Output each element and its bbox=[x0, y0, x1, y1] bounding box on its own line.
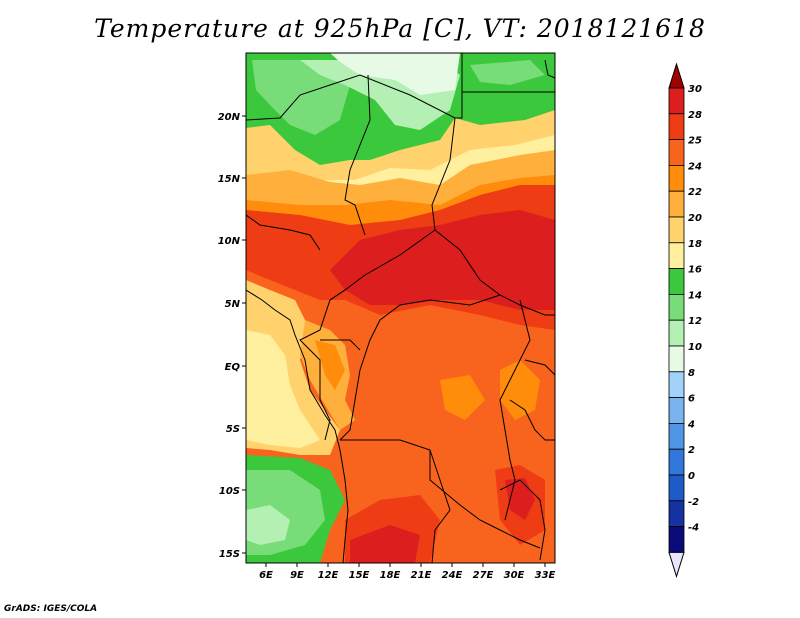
colorbar-swatch bbox=[668, 319, 685, 347]
country-borders bbox=[246, 53, 555, 563]
colorbar-swatch bbox=[668, 268, 685, 295]
lon-tick-6e: 6E bbox=[259, 570, 273, 581]
lat-tick-15s: 15S bbox=[219, 549, 240, 560]
lon-tick-30e: 30E bbox=[504, 570, 525, 581]
lat-tick-10s: 10S bbox=[219, 486, 240, 497]
colorbar-swatch bbox=[668, 371, 685, 398]
lon-tick-21e: 21E bbox=[411, 570, 432, 581]
tick-marks bbox=[242, 115, 546, 567]
colorbar-swatch bbox=[668, 526, 685, 553]
lat-tick-20n: 20N bbox=[218, 112, 241, 123]
lon-tick-9e: 9E bbox=[290, 570, 304, 581]
colorbar-label: 20 bbox=[688, 213, 702, 224]
colorbar-swatch bbox=[668, 216, 685, 244]
colorbar-swatch bbox=[668, 113, 685, 141]
colorbar-label: 14 bbox=[688, 290, 702, 301]
lat-tick-5n: 5N bbox=[225, 299, 241, 310]
colorbar-label: -2 bbox=[688, 497, 699, 508]
lon-tick-15e: 15E bbox=[349, 570, 370, 581]
colorbar-swatch bbox=[668, 190, 685, 218]
colorbar-swatch bbox=[668, 500, 685, 527]
colorbar-swatch bbox=[668, 448, 685, 476]
colorbar-swatch bbox=[668, 293, 685, 321]
temperature-field bbox=[246, 53, 555, 563]
colorbar-swatch bbox=[668, 474, 685, 502]
colorbar-label: 12 bbox=[688, 316, 702, 327]
lon-tick-12e: 12E bbox=[318, 570, 339, 581]
colorbar-label: -4 bbox=[688, 523, 699, 534]
colorbar-label: 2 bbox=[688, 445, 695, 456]
colorbar-bottom-arrow bbox=[668, 551, 685, 579]
colorbar-swatch bbox=[668, 345, 685, 373]
colorbar-label: 30 bbox=[688, 84, 702, 95]
lon-tick-33e: 33E bbox=[535, 570, 556, 581]
lat-tick-10n: 10N bbox=[218, 236, 241, 247]
colorbar-label: 25 bbox=[688, 136, 702, 147]
map-frame bbox=[245, 52, 556, 564]
lat-tick-5s: 5S bbox=[226, 424, 240, 435]
colorbar-swatch bbox=[668, 87, 685, 115]
grads-credit: GrADS: IGES/COLA bbox=[4, 604, 98, 614]
colorbar-label: 8 bbox=[688, 368, 695, 379]
colorbar-label: 4 bbox=[687, 419, 695, 430]
lat-tick-eq: EQ bbox=[225, 362, 241, 373]
colorbar-swatch bbox=[668, 164, 685, 192]
colorbar-top-arrow bbox=[668, 62, 685, 89]
colorbar-label: 18 bbox=[688, 239, 702, 250]
lon-tick-24e: 24E bbox=[442, 570, 463, 581]
colorbar-label: 24 bbox=[688, 161, 702, 172]
colorbar-label: 10 bbox=[688, 342, 702, 353]
colorbar-swatch bbox=[668, 242, 685, 270]
colorbar-swatch bbox=[668, 422, 685, 450]
colorbar-label: 16 bbox=[688, 265, 702, 276]
colorbar-label: 6 bbox=[688, 394, 695, 405]
chart-title: Temperature at 925hPa [C], VT: 201812161… bbox=[94, 14, 706, 43]
lon-tick-27e: 27E bbox=[473, 570, 494, 581]
colorbar-swatch bbox=[668, 139, 685, 166]
colorbar-label: 28 bbox=[688, 110, 702, 121]
lat-tick-15n: 15N bbox=[218, 174, 241, 185]
lon-tick-18e: 18E bbox=[380, 570, 401, 581]
colorbar-label: 22 bbox=[688, 187, 702, 198]
colorbar-label: 0 bbox=[688, 471, 695, 482]
colorbar-swatch bbox=[668, 397, 685, 424]
